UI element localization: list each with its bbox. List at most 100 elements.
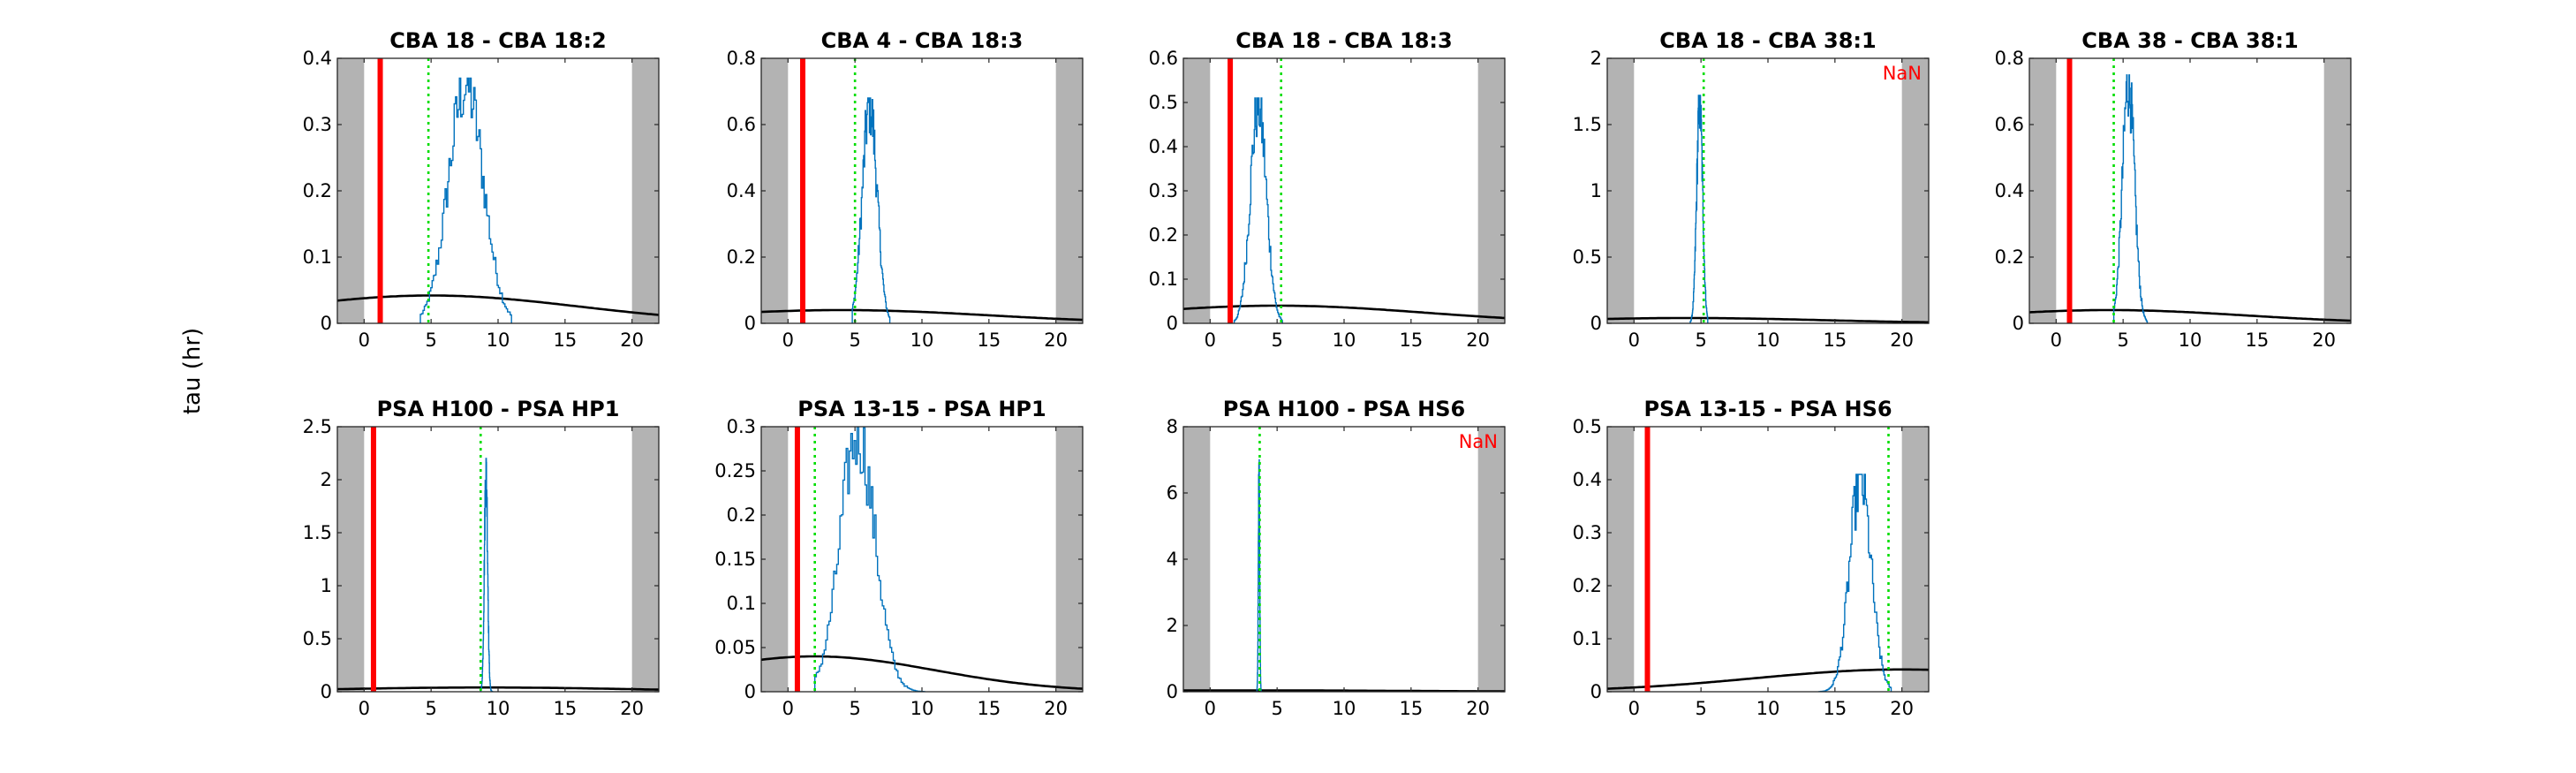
shaded-region-right [631, 58, 659, 323]
x-tick-label: 0 [359, 330, 370, 351]
y-tick-label: 4 [1167, 549, 1178, 570]
y-tick-label: 0.5 [1149, 92, 1178, 113]
y-tick-label: 2 [1590, 48, 1602, 69]
subplot-title: PSA 13-15 - PSA HS6 [1643, 397, 1892, 421]
y-tick-label: 0.2 [1573, 575, 1602, 596]
x-tick-label: 20 [620, 330, 644, 351]
figure-ylabel: tau (hr) [179, 328, 206, 414]
x-tick-label: 5 [1695, 698, 1706, 719]
y-tick-label: 0.4 [1573, 469, 1602, 490]
y-tick-label: 2 [321, 469, 332, 490]
y-tick-label: 1 [321, 575, 332, 596]
subplot-4: 0 5 10 15 20 0 0.5 1 1.5 2 CBA 18 - CBA 38:1 NaN [1573, 28, 1930, 351]
shaded-region-left [337, 58, 365, 323]
shaded-region-right [631, 427, 659, 692]
y-tick-label: 0.1 [1573, 628, 1602, 649]
x-tick-label: 0 [1628, 330, 1640, 351]
shaded-region-left [2029, 58, 2057, 323]
x-tick-label: 20 [620, 698, 644, 719]
x-tick-label: 0 [2051, 330, 2062, 351]
shaded-region-left [761, 427, 789, 692]
shaded-region-right [1901, 58, 1929, 323]
plot-area [337, 427, 659, 692]
y-tick-label: 0.1 [727, 593, 756, 614]
y-tick-label: 0.3 [1573, 522, 1602, 543]
y-tick-label: 0.2 [727, 504, 756, 526]
shaded-region-left [761, 58, 789, 323]
plot-area [2029, 58, 2351, 323]
shaded-region-right [1055, 58, 1083, 323]
y-tick-label: 0.4 [303, 48, 332, 69]
x-tick-label: 20 [1466, 330, 1490, 351]
y-tick-label: 0.6 [727, 114, 756, 135]
plot-area [1607, 427, 1929, 692]
x-tick-label: 5 [849, 330, 860, 351]
plot-area [337, 58, 659, 323]
histogram-line [1817, 474, 1892, 692]
nan-annotation: NaN [1459, 431, 1498, 452]
x-tick-label: 15 [1399, 698, 1423, 719]
histogram-line [419, 77, 512, 323]
y-tick-label: 0 [744, 681, 756, 702]
plot-area [1183, 58, 1505, 323]
y-tick-label: 0.6 [1149, 48, 1178, 69]
y-tick-label: 0 [321, 681, 332, 702]
shaded-region-left [337, 427, 365, 692]
histogram-line [2112, 74, 2149, 323]
y-tick-label: 0.15 [714, 549, 756, 570]
plot-content [761, 427, 1083, 692]
x-tick-label: 5 [425, 698, 436, 719]
subplot-5: 0 5 10 15 20 0 0.2 0.4 0.6 0.8 CBA 38 - CBA 38:1 [1995, 28, 2352, 351]
x-tick-label: 5 [425, 330, 436, 351]
histogram-line [1233, 97, 1283, 323]
y-tick-label: 0.2 [727, 246, 756, 268]
y-tick-label: 0.2 [303, 180, 332, 201]
shaded-region-right [1901, 427, 1929, 692]
plot-content [2029, 58, 2351, 323]
x-tick-label: 20 [1044, 330, 1068, 351]
x-tick-label: 5 [1695, 330, 1706, 351]
x-tick-label: 10 [1333, 698, 1356, 719]
x-tick-label: 0 [1205, 330, 1216, 351]
subplot-8: 0 5 10 15 20 0 2 4 6 8 PSA H100 - PSA HS6 NaN [1167, 397, 1506, 719]
plot-area [761, 427, 1083, 692]
y-tick-label: 8 [1167, 416, 1178, 437]
x-tick-label: 0 [782, 698, 794, 719]
x-tick-label: 0 [1205, 698, 1216, 719]
histogram-line [1689, 95, 1709, 323]
histogram-line [480, 458, 494, 692]
y-tick-label: 0.4 [727, 180, 756, 201]
y-tick-label: 2.5 [303, 416, 332, 437]
subplot-1: 0 5 10 15 20 0 0.1 0.2 0.3 0.4 CBA 18 - CBA 18:2 [303, 28, 660, 351]
subplot-title: PSA H100 - PSA HS6 [1223, 397, 1466, 421]
x-tick-label: 20 [1044, 698, 1068, 719]
histogram-line [851, 97, 891, 323]
plot-content [1183, 58, 1505, 323]
x-tick-label: 5 [1271, 330, 1282, 351]
y-tick-label: 0.4 [1995, 180, 2024, 201]
plot-content [1607, 427, 1929, 692]
y-tick-label: 0.5 [1573, 246, 1602, 268]
y-tick-label: 1.5 [1573, 114, 1602, 135]
plot-area [761, 58, 1083, 323]
plot-content [337, 58, 659, 323]
subplot-title: CBA 4 - CBA 18:3 [821, 28, 1024, 53]
x-tick-label: 15 [1823, 330, 1847, 351]
subplot-6: 0 5 10 15 20 0 0.5 1 1.5 2 2.5 PSA H100 - PSA HP1 [303, 397, 660, 719]
x-tick-label: 10 [910, 330, 934, 351]
y-tick-label: 0.8 [727, 48, 756, 69]
subplot-title: CBA 18 - CBA 18:2 [389, 28, 606, 53]
y-tick-label: 1 [1590, 180, 1602, 201]
black-curve [761, 655, 1083, 690]
y-tick-label: 0.4 [1149, 136, 1178, 157]
x-tick-label: 20 [1890, 698, 1914, 719]
x-tick-label: 10 [1756, 698, 1780, 719]
x-tick-label: 20 [1466, 698, 1490, 719]
x-tick-label: 15 [1399, 330, 1423, 351]
plot-content [761, 58, 1083, 323]
y-tick-label: 0.8 [1995, 48, 2024, 69]
x-tick-label: 15 [977, 698, 1001, 719]
y-tick-label: 0.1 [1149, 269, 1178, 290]
x-tick-label: 0 [782, 330, 794, 351]
